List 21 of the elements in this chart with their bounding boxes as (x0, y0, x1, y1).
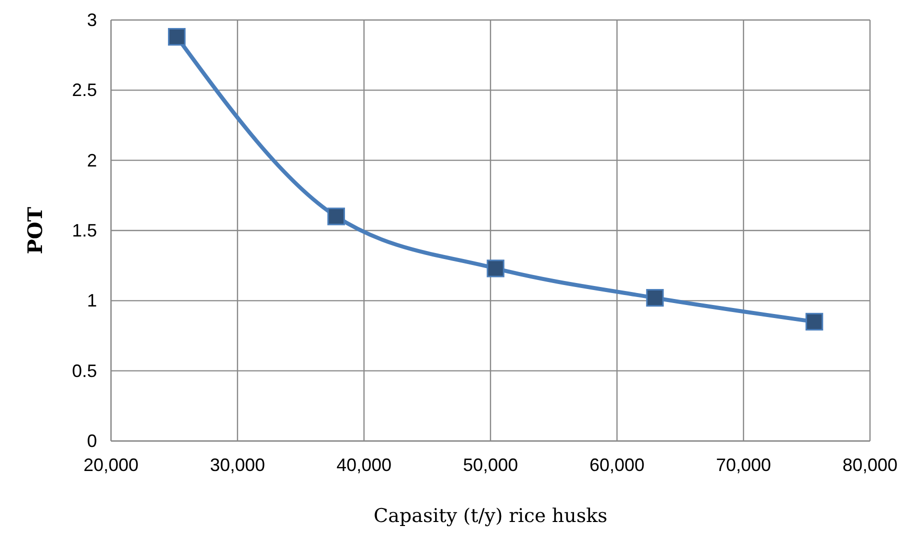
x-tick-label: 70,000 (716, 455, 772, 475)
x-tick-label: 40,000 (336, 455, 392, 475)
x-tick-label: 20,000 (83, 455, 139, 475)
point (486, 260, 504, 278)
x-tick-label: 30,000 (210, 455, 266, 475)
x-axis-title: Capasity (t/y) rice husks (374, 505, 608, 527)
point (327, 208, 345, 226)
x-tick-label: 50,000 (462, 455, 518, 475)
y-tick-label: 3 (86, 10, 97, 30)
point (168, 28, 186, 46)
x-tick-label: 80,000 (842, 455, 898, 475)
y-tick-label: 1 (86, 290, 97, 311)
y-axis-title: POT (23, 206, 47, 254)
y-tick-label: 0 (86, 431, 97, 451)
point (806, 312, 824, 331)
y-tick-label: 2 (86, 150, 97, 170)
y-tick-label: 1.5 (72, 220, 97, 240)
x-tick-label: 60,000 (589, 455, 645, 475)
y-tick-label: 2.5 (72, 80, 97, 100)
y-tick-label: 0.5 (72, 360, 97, 381)
point (646, 289, 664, 307)
